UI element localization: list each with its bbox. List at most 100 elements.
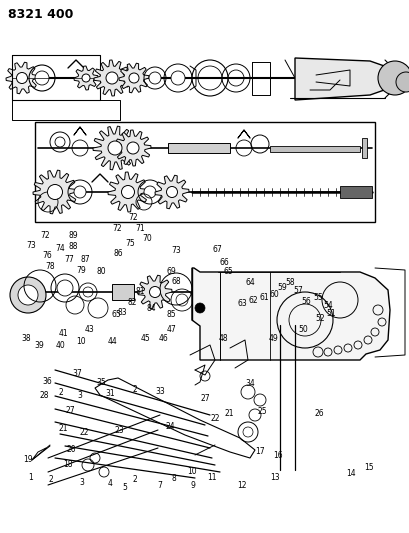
Polygon shape <box>93 126 137 170</box>
Text: 5: 5 <box>122 483 127 491</box>
Text: 76: 76 <box>42 252 52 260</box>
Text: 12: 12 <box>236 481 246 489</box>
Text: 15: 15 <box>363 464 373 472</box>
Text: 36: 36 <box>42 377 52 385</box>
Text: 84: 84 <box>146 304 155 312</box>
Text: 72: 72 <box>128 213 138 222</box>
Circle shape <box>171 71 184 85</box>
Text: 45: 45 <box>140 335 150 343</box>
Text: 40: 40 <box>56 341 65 350</box>
Circle shape <box>16 72 27 84</box>
Text: 3: 3 <box>77 391 82 400</box>
Polygon shape <box>155 175 189 209</box>
Text: 69: 69 <box>166 268 176 276</box>
Bar <box>270 146 359 152</box>
Circle shape <box>148 72 161 84</box>
Polygon shape <box>94 60 130 96</box>
Bar <box>35 122 374 222</box>
Text: 13: 13 <box>269 473 279 482</box>
Text: 35: 35 <box>97 378 106 387</box>
Text: 14: 14 <box>345 469 355 478</box>
Text: 27: 27 <box>200 394 209 403</box>
Circle shape <box>195 303 204 313</box>
Circle shape <box>82 74 90 82</box>
Circle shape <box>395 72 409 92</box>
Text: 87: 87 <box>80 255 90 264</box>
Text: 48: 48 <box>218 334 228 343</box>
Text: 9: 9 <box>190 481 195 489</box>
Polygon shape <box>138 275 172 309</box>
Text: 68: 68 <box>171 277 181 286</box>
Bar <box>112 284 134 300</box>
Text: 64: 64 <box>245 278 254 287</box>
Text: 21: 21 <box>58 424 68 433</box>
Text: 59: 59 <box>276 284 286 292</box>
Circle shape <box>166 187 177 198</box>
Text: 81: 81 <box>135 287 145 296</box>
Text: 10: 10 <box>187 467 196 476</box>
Text: 52: 52 <box>315 314 325 323</box>
Text: 73: 73 <box>171 246 181 255</box>
Text: 18: 18 <box>63 461 72 469</box>
Bar <box>168 143 229 153</box>
Text: 80: 80 <box>97 268 106 276</box>
Text: 60: 60 <box>268 290 278 298</box>
Text: 73: 73 <box>26 241 36 249</box>
Text: 47: 47 <box>166 325 176 334</box>
Text: 83: 83 <box>117 309 127 317</box>
Text: 2: 2 <box>133 475 137 484</box>
Circle shape <box>377 61 409 95</box>
Text: 37: 37 <box>72 369 82 377</box>
Circle shape <box>74 186 86 198</box>
Text: 54: 54 <box>322 301 332 310</box>
Text: 33: 33 <box>155 387 164 396</box>
Text: 25: 25 <box>257 407 267 416</box>
Polygon shape <box>115 130 151 166</box>
Text: 70: 70 <box>142 235 151 243</box>
Text: 89: 89 <box>68 231 78 240</box>
Circle shape <box>129 73 139 83</box>
Polygon shape <box>294 58 389 100</box>
Polygon shape <box>74 66 98 90</box>
Text: 55: 55 <box>312 293 322 302</box>
Text: 63: 63 <box>236 300 246 308</box>
Text: 1: 1 <box>28 473 33 481</box>
Text: 58: 58 <box>285 278 294 287</box>
Text: 23: 23 <box>114 426 124 435</box>
Text: 46: 46 <box>158 335 168 343</box>
Text: 3: 3 <box>79 478 84 487</box>
Text: 8321 400: 8321 400 <box>8 8 73 21</box>
Text: 65: 65 <box>112 310 121 319</box>
Text: 82: 82 <box>127 298 137 306</box>
Circle shape <box>18 285 38 305</box>
Text: 17: 17 <box>255 448 265 456</box>
Circle shape <box>106 72 118 84</box>
Polygon shape <box>191 268 389 360</box>
Text: 72: 72 <box>40 231 50 240</box>
Text: 2: 2 <box>58 389 63 397</box>
Text: 50: 50 <box>298 325 308 334</box>
Polygon shape <box>119 63 148 93</box>
Text: 41: 41 <box>58 329 68 338</box>
Text: 78: 78 <box>45 262 55 271</box>
Text: 10: 10 <box>76 337 86 345</box>
Text: 61: 61 <box>259 293 269 302</box>
Circle shape <box>57 280 73 296</box>
Text: 67: 67 <box>212 245 222 254</box>
Text: 24: 24 <box>165 422 175 431</box>
Text: 85: 85 <box>166 310 176 319</box>
Text: 34: 34 <box>245 379 254 388</box>
Text: 79: 79 <box>76 266 86 274</box>
Text: 56: 56 <box>301 297 311 305</box>
Circle shape <box>149 287 160 297</box>
Text: 66: 66 <box>219 259 229 267</box>
Text: 11: 11 <box>207 473 217 482</box>
Polygon shape <box>6 62 38 94</box>
Text: 75: 75 <box>125 239 135 247</box>
Text: 2: 2 <box>133 385 137 393</box>
Circle shape <box>10 277 46 313</box>
Text: 22: 22 <box>210 414 220 423</box>
Text: 21: 21 <box>223 409 233 418</box>
Circle shape <box>127 142 139 154</box>
Circle shape <box>108 141 122 155</box>
